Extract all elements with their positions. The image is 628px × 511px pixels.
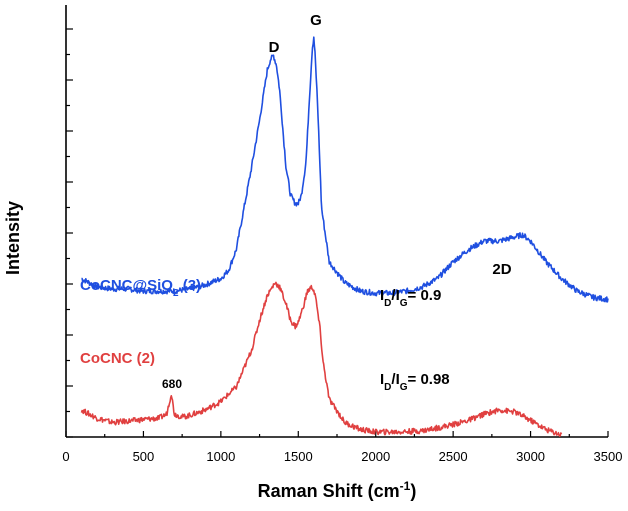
x-tick-label: 2500 [439,449,468,464]
y-ticks [66,28,73,438]
x-tick-label: 500 [133,449,155,464]
x-tick-label: 3000 [516,449,545,464]
x-tick-label: 1000 [206,449,235,464]
y-axis-label: Intensity [3,201,23,275]
series-group [80,36,609,438]
x-tick-label: 3500 [594,449,623,464]
680-peak-label: 680 [162,377,182,391]
series-label-cocnc-sio2: CoCNC@SiO2 (3) [80,277,201,299]
series-label-cocnc: CoCNC (2) [80,350,155,367]
g-peak-label: G [310,12,322,29]
x-tick-label: 2000 [361,449,390,464]
ratio-label-2: ID/IG= 0.98 [380,371,450,393]
x-tick-label: 0 [62,449,69,464]
x-tick-labels: 0 500 1000 1500 2000 2500 3000 3500 [62,449,622,464]
x-ticks [65,431,609,437]
x-tick-label: 1500 [284,449,313,464]
x-axis-label: Raman Shift (cm-1) [258,479,417,501]
series-line-0 [81,36,609,303]
2d-peak-label: 2D [492,261,511,278]
ratio-label-3: ID/IG= 0.9 [380,287,441,309]
series-line-1 [80,281,563,438]
d-peak-label: D [269,39,280,56]
